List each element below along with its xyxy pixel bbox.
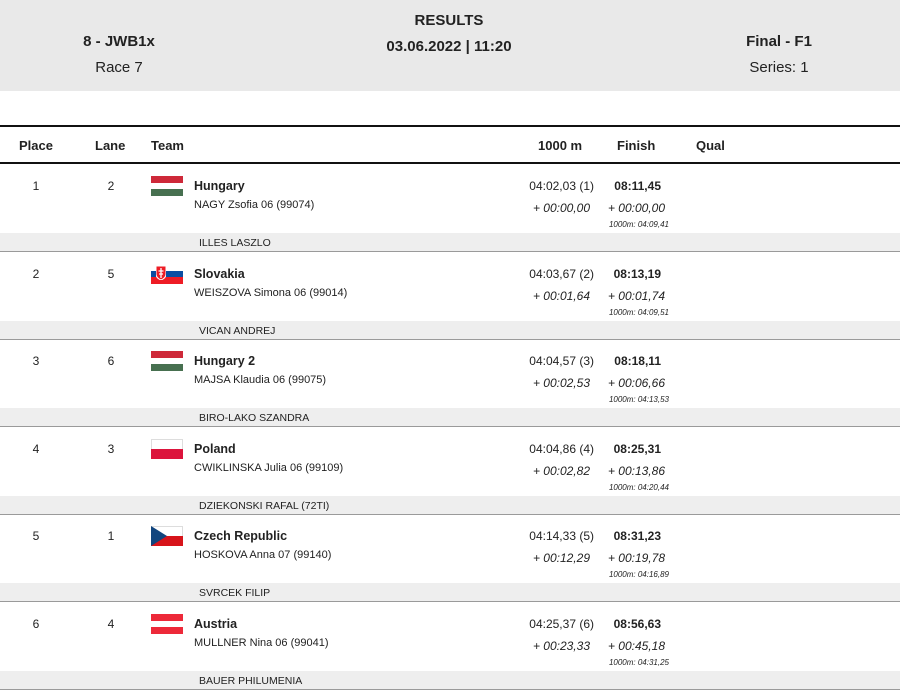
coach-bar: BIRO-LAKO SZANDRA (0, 408, 900, 427)
place-cell: 4 (32, 442, 40, 456)
athlete-name: WEISZOVA Simona 06 (99014) (194, 287, 348, 299)
event-name: 8 - JWB1x (83, 33, 155, 50)
column-team: Team (151, 138, 184, 153)
coach-bar: BAUER PHILUMENIA (0, 671, 900, 690)
split-1000m-diff: + 00:12,29 (532, 551, 590, 565)
table-row: 6 4 Austria MULLNER Nina 06 (99041) 04:25,37… (0, 602, 900, 690)
split-1000m-diff: + 00:02,53 (532, 376, 590, 390)
split-1000m-time: 04:14,33 (5) (529, 529, 594, 543)
finish-time: 08:25,31 (613, 442, 661, 456)
athlete-name: NAGY Zsofia 06 (99074) (194, 199, 315, 211)
table-row: 4 3 Poland CWIKLINSKA Julia 06 (99109) 04:04… (0, 427, 900, 515)
table-row: 1 2 Hungary NAGY Zsofia 06 (99074) 04:02,03 … (0, 164, 900, 252)
finish-time: 08:56,63 (613, 617, 661, 631)
column-place: Place (19, 138, 53, 153)
race-number: Race 7 (95, 59, 143, 76)
column-qual: Qual (696, 138, 725, 153)
lane-cell: 2 (107, 179, 115, 193)
column-finish: Finish (617, 138, 656, 153)
place-cell: 5 (32, 529, 40, 543)
coach-bar: DZIEKONSKI RAFAL (72TI) (0, 496, 900, 515)
split-1000m-time: 04:25,37 (6) (529, 617, 594, 631)
coach-bar: VICAN ANDREJ (0, 321, 900, 340)
athlete-name: MAJSA Klaudia 06 (99075) (194, 374, 327, 386)
flag-slovakia-icon (151, 264, 183, 284)
series-label: Series: 1 (749, 59, 809, 76)
split-1000m-time: 04:03,67 (2) (529, 267, 594, 281)
coach-name: VICAN ANDREJ (199, 325, 276, 337)
coach-name: BAUER PHILUMENIA (199, 675, 303, 687)
place-cell: 6 (32, 617, 40, 631)
flag-hungary-icon (151, 176, 183, 196)
race-datetime: 03.06.2022 | 11:20 (386, 38, 512, 55)
athlete-name: MULLNER Nina 06 (99041) (194, 637, 329, 649)
finish-diff: + 00:45,18 (607, 639, 665, 653)
intermediate-time: 1000m: 04:09,51 (608, 308, 669, 317)
coach-name: ILLES LASZLO (199, 237, 271, 249)
flag-poland-icon (151, 439, 183, 459)
coach-name: SVRCEK FILIP (199, 587, 271, 599)
split-1000m-time: 04:02,03 (1) (529, 179, 594, 193)
place-cell: 1 (32, 179, 40, 193)
country-name: Hungary (194, 179, 245, 193)
country-name: Hungary 2 (194, 354, 256, 368)
column-split-1000m: 1000 m (538, 138, 583, 153)
finish-time: 08:18,11 (614, 354, 661, 368)
lane-cell: 6 (107, 354, 115, 368)
lane-cell: 5 (107, 267, 115, 281)
table-row: 2 5 Slovakia WEISZOVA Simona 06 (99014) 04:0… (0, 252, 900, 340)
page-title: RESULTS (414, 12, 484, 29)
intermediate-time: 1000m: 04:13,53 (608, 395, 669, 404)
finish-time: 08:11,45 (614, 179, 661, 193)
column-lane: Lane (95, 138, 126, 153)
finish-diff: + 00:19,78 (607, 551, 665, 565)
flag-austria-icon (151, 614, 183, 634)
country-name: Czech Republic (194, 529, 288, 543)
intermediate-time: 1000m: 04:09,41 (608, 220, 669, 229)
table-row: 5 1 Czech Republic HOSKOVA Anna 07 (99140) 0… (0, 514, 900, 602)
table-row: 3 6 Hungary 2 MAJSA Klaudia 06 (99075) 04:04… (0, 339, 900, 427)
athlete-name: HOSKOVA Anna 07 (99140) (194, 549, 332, 561)
country-name: Austria (194, 617, 238, 631)
country-name: Slovakia (194, 267, 245, 281)
coach-bar: SVRCEK FILIP (0, 583, 900, 602)
athlete-name: CWIKLINSKA Julia 06 (99109) (194, 462, 344, 474)
split-1000m-diff: + 00:01,64 (532, 289, 590, 303)
finish-diff: + 00:13,86 (607, 464, 665, 478)
intermediate-time: 1000m: 04:31,25 (608, 658, 669, 667)
final-label: Final - F1 (746, 33, 812, 50)
split-1000m-time: 04:04,57 (3) (529, 354, 594, 368)
place-cell: 3 (32, 354, 40, 368)
coach-name: BIRO-LAKO SZANDRA (199, 412, 310, 424)
table-header: Place Lane Team 1000 m Finish Qual (0, 125, 900, 164)
finish-time: 08:13,19 (613, 267, 661, 281)
intermediate-time: 1000m: 04:20,44 (608, 483, 669, 492)
intermediate-time: 1000m: 04:16,89 (608, 570, 669, 579)
lane-cell: 4 (107, 617, 115, 631)
finish-diff: + 00:06,66 (607, 376, 665, 390)
finish-diff: + 00:01,74 (607, 289, 665, 303)
coach-name: DZIEKONSKI RAFAL (72TI) (199, 500, 330, 512)
lane-cell: 1 (107, 529, 115, 543)
split-1000m-time: 04:04,86 (4) (529, 442, 594, 456)
split-1000m-diff: + 00:23,33 (532, 639, 590, 653)
finish-time: 08:31,23 (613, 529, 661, 543)
split-1000m-diff: + 00:02,82 (532, 464, 590, 478)
place-cell: 2 (32, 267, 40, 281)
coach-bar: ILLES LASZLO (0, 233, 900, 252)
split-1000m-diff: + 00:00,00 (532, 201, 590, 215)
flag-hungary-icon (151, 351, 183, 371)
finish-diff: + 00:00,00 (607, 201, 665, 215)
lane-cell: 3 (107, 442, 115, 456)
country-name: Poland (194, 442, 236, 456)
results-header: 8 - JWB1x Race 7 RESULTS 03.06.2022 | 11… (0, 0, 900, 91)
flag-czech-icon (151, 526, 183, 546)
